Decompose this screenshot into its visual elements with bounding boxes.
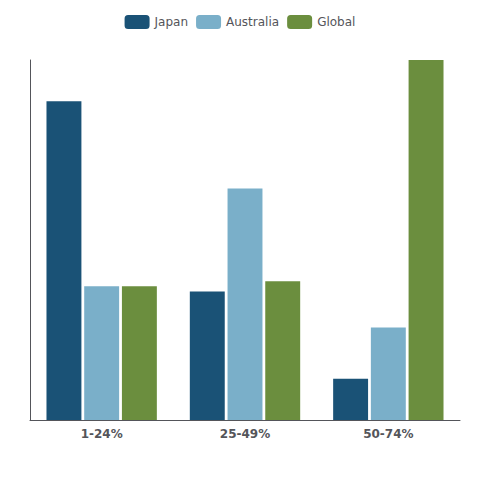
- svg-text:25-49%: 25-49%: [220, 427, 270, 441]
- svg-text:Japan: Japan: [154, 15, 188, 29]
- svg-text:1-24%: 1-24%: [81, 427, 123, 441]
- svg-text:50-74%: 50-74%: [363, 427, 413, 441]
- svg-text:Global: Global: [317, 15, 355, 29]
- svg-text:Australia: Australia: [226, 15, 279, 29]
